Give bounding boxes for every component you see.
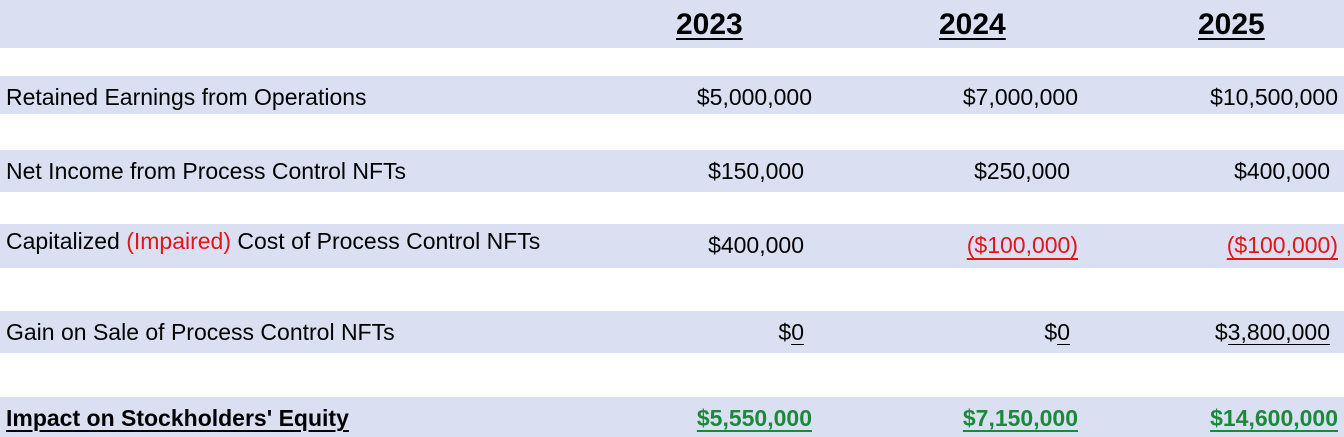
year-header-2024: 2024 (939, 8, 1006, 41)
value-retained-2025: $10,500,000 (1210, 84, 1338, 110)
row-band-capitalized (0, 224, 1344, 268)
value-gain-2025: $3,800,000 (1214, 319, 1330, 345)
total-label: Impact on Stockholders' Equity (6, 405, 349, 431)
total-2025: $14,600,000 (1210, 405, 1338, 431)
value-capitalized-2023: $400,000 (708, 232, 804, 258)
value-gain-2023: $0 (778, 319, 804, 345)
row-label-capitalized: Capitalized (Impaired) Cost of Process C… (6, 228, 540, 255)
header-band (0, 0, 1344, 48)
value-net-income-2024: $250,000 (974, 158, 1070, 184)
value-gain-2024: $0 (1044, 319, 1070, 345)
value-retained-2023: $5,000,000 (696, 84, 812, 110)
impaired-highlight: (Impaired) (126, 228, 231, 254)
row-band-net-income (0, 150, 1344, 192)
value-net-income-2025: $400,000 (1234, 158, 1330, 184)
total-2023: $5,550,000 (696, 405, 812, 431)
value-capitalized-2025: ($100,000) (1226, 232, 1338, 258)
value-capitalized-2024: ($100,000) (966, 232, 1078, 258)
value-net-income-2023: $150,000 (708, 158, 804, 184)
row-label-gain-on-sale: Gain on Sale of Process Control NFTs (6, 319, 395, 345)
year-header-2023: 2023 (676, 8, 743, 41)
row-label-capitalized-suffix: Cost of Process Control NFTs (231, 228, 541, 254)
row-band-total (0, 397, 1344, 437)
row-band-retained (0, 76, 1344, 114)
row-label-retained-earnings: Retained Earnings from Operations (6, 84, 367, 110)
year-header-2025: 2025 (1198, 8, 1265, 41)
row-label-net-income: Net Income from Process Control NFTs (6, 158, 407, 184)
total-2024: $7,150,000 (962, 405, 1078, 431)
row-label-capitalized-prefix: Capitalized (6, 228, 127, 254)
value-retained-2024: $7,000,000 (962, 84, 1078, 110)
row-band-gain (0, 311, 1344, 353)
